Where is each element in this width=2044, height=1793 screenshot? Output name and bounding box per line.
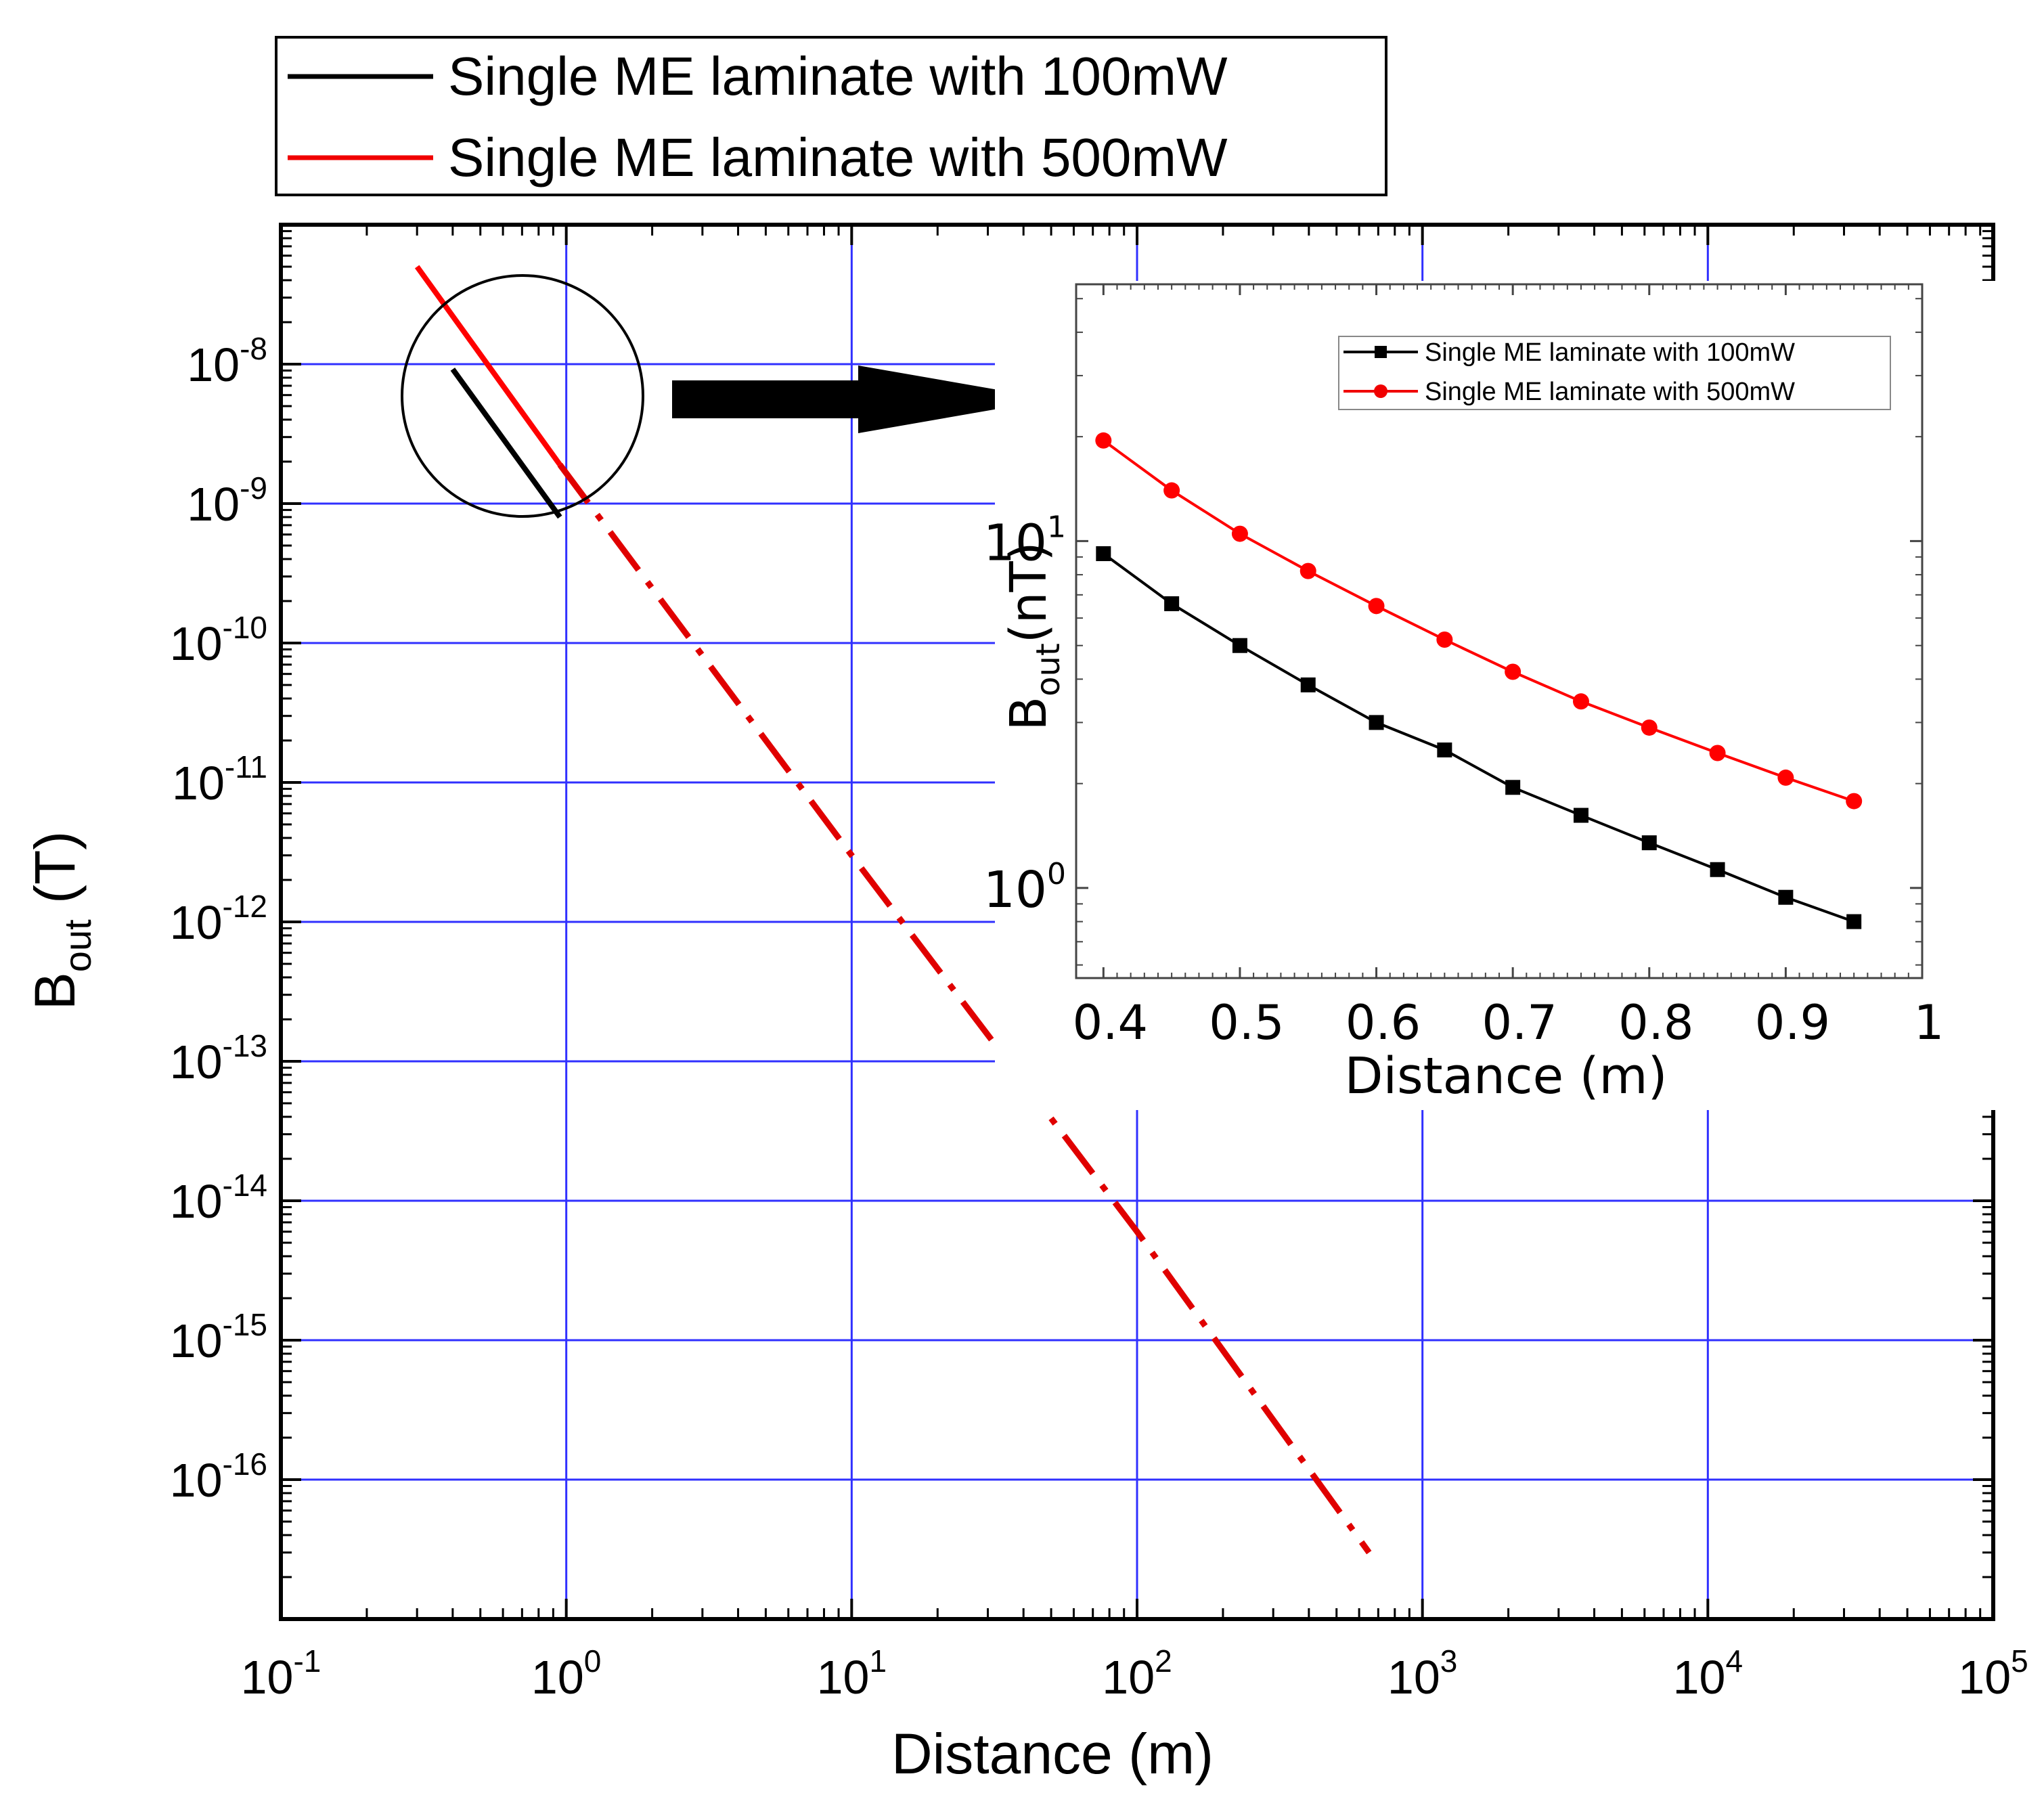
inset-point-100mw (1300, 677, 1316, 692)
inset-point-100mw (1846, 914, 1862, 929)
main-x-tick-label: 100 (531, 1643, 601, 1704)
main-x-axis-label: Distance (m) (891, 1722, 1214, 1786)
inset-point-100mw (1505, 780, 1521, 795)
inset-point-500mw (1709, 745, 1726, 761)
inset-point-100mw (1232, 638, 1247, 653)
inset-x-tick-labels: 0.4 0.5 0.6 0.7 0.8 0.9 1 (1073, 995, 1945, 1050)
inset-point-500mw (1163, 482, 1180, 499)
main-x-tick-label: 10-1 (241, 1643, 321, 1704)
main-y-axis-label: Bout (T) (23, 831, 99, 1010)
main-series-line-0 (450, 368, 562, 519)
legend-label-500mw: Single ME laminate with 500mW (448, 127, 1228, 187)
main-series (414, 265, 1372, 1555)
inset-point-100mw (1437, 742, 1452, 757)
main-x-tick-labels: 10-1 100 101 102 103 104 105 (241, 1643, 2028, 1704)
inset-point-100mw (1164, 596, 1180, 611)
main-x-tick-label: 103 (1387, 1643, 1457, 1704)
inset-y-tick-label: 100 (983, 857, 1066, 919)
inset-x-tick-label: 0.5 (1209, 995, 1284, 1050)
inset-legend-label-100mw: Single ME laminate with 100mW (1425, 338, 1795, 367)
main-series-line-2 (557, 462, 1372, 1555)
inset-point-500mw (1505, 663, 1521, 680)
inset-point-500mw (1846, 793, 1863, 810)
main-y-tick-label: 10-12 (170, 889, 267, 949)
inset-x-tick-label: 0.9 (1755, 995, 1830, 1050)
inset-point-500mw (1095, 432, 1112, 449)
inset-series (1095, 432, 1863, 929)
inset-point-500mw (1436, 631, 1453, 648)
main-y-tick-label: 10-11 (172, 749, 267, 810)
inset-x-tick-label: 0.7 (1482, 995, 1557, 1050)
main-y-tick-label: 10-10 (170, 610, 267, 670)
inset-x-tick-label: 0.6 (1346, 995, 1421, 1050)
main-series-line-1 (414, 265, 562, 466)
inset-point-100mw (1096, 546, 1111, 561)
inset-point-100mw (1778, 889, 1794, 905)
zoom-circle-annotation (401, 274, 644, 518)
inset-point-100mw (1710, 862, 1725, 877)
inset-legend-marker-500mw (1374, 384, 1387, 398)
main-y-tick-label: 10-13 (170, 1028, 267, 1088)
inset-point-500mw (1299, 562, 1316, 579)
main-y-tick-label: 10-15 (170, 1307, 267, 1367)
main-legend-box (275, 36, 1387, 196)
inset-x-axis-label: Distance (m) (1345, 1047, 1668, 1105)
inset-y-axis-label: Bout(nT) (1000, 541, 1067, 730)
inset-point-500mw (1231, 525, 1248, 542)
inset-point-500mw (1368, 598, 1385, 615)
inset-series-line-1 (1103, 439, 1854, 803)
inset-legend-marker-100mw (1375, 346, 1387, 358)
inset-point-100mw (1369, 715, 1384, 730)
inset-plot-frame (1075, 283, 1924, 979)
main-y-tick-label: 10-14 (170, 1168, 267, 1228)
inset-y-tick-labels: 100 101 (983, 510, 1066, 919)
inset-point-500mw (1572, 693, 1589, 710)
inset-point-500mw (1641, 719, 1658, 736)
arrow-to-inset-icon (672, 366, 1052, 433)
inset-series-line-0 (1103, 552, 1854, 923)
main-y-tick-label: 10-9 (187, 470, 267, 531)
inset-legend-box (1338, 336, 1891, 410)
legend-label-100mw: Single ME laminate with 100mW (448, 46, 1228, 106)
inset-point-100mw (1641, 835, 1657, 851)
inset-x-tick-label: 1 (1914, 995, 1945, 1050)
main-y-tick-label: 10-16 (170, 1446, 267, 1507)
inset-point-100mw (1573, 807, 1588, 823)
inset-point-500mw (1777, 769, 1794, 786)
main-y-tick-label: 10-8 (187, 331, 267, 391)
inset-legend-label-500mw: Single ME laminate with 500mW (1425, 378, 1795, 406)
inset-y-tick-label: 101 (983, 510, 1066, 572)
main-x-tick-label: 102 (1102, 1643, 1172, 1704)
main-x-tick-label: 105 (1958, 1643, 2028, 1704)
inset-x-tick-label: 0.8 (1618, 995, 1693, 1050)
main-y-tick-labels: 10-8 10-9 10-10 10-11 10-12 10-13 10-14 10-15 10… (170, 331, 267, 1507)
inset-background (995, 281, 2003, 1110)
main-x-tick-label: 101 (817, 1643, 887, 1704)
inset-x-tick-label: 0.4 (1073, 995, 1148, 1050)
inset-ticks (1076, 284, 1924, 978)
main-x-tick-label: 104 (1673, 1643, 1743, 1704)
